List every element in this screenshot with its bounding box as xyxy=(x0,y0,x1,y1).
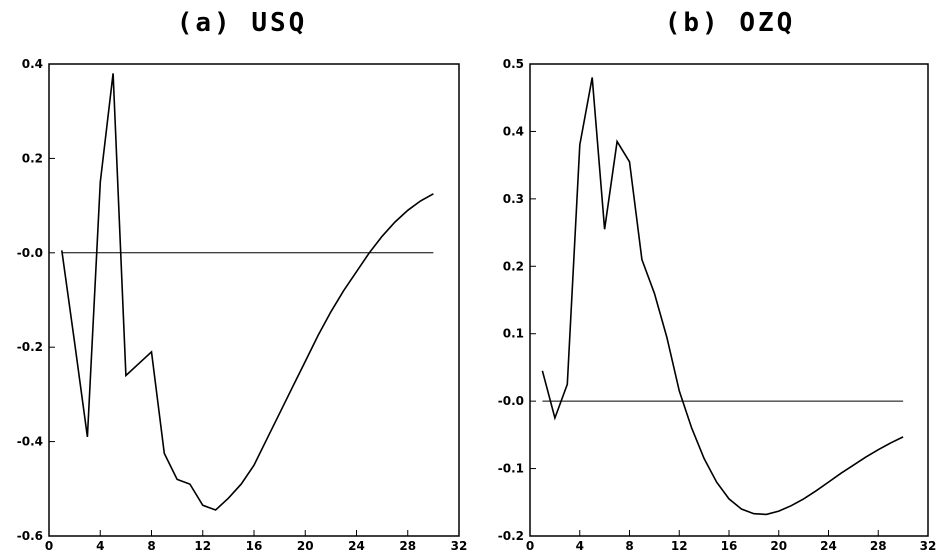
y-tick-label-ozq: 0.5 xyxy=(503,57,524,71)
x-tick-label-ozq: 4 xyxy=(576,539,584,552)
y-tick-label-usq: -0.4 xyxy=(17,435,43,449)
chart-title-usq: (a) USQ xyxy=(177,8,308,38)
y-tick-label-ozq: -0.1 xyxy=(498,462,524,476)
y-tick-label-ozq: -0.0 xyxy=(498,394,524,408)
series-line-ozq xyxy=(541,77,904,516)
x-tick-label-usq: 0 xyxy=(45,539,53,552)
x-tick-label-usq: 28 xyxy=(399,539,416,552)
plot-frame-ozq xyxy=(529,63,929,537)
chart-panel-usq: (a) USQ -0.6 -0.4 -0.2 -0.0 0.2 0.4 0 4 8 12 16 20 2… xyxy=(17,8,468,552)
y-tick-label-usq: 0.2 xyxy=(22,151,43,165)
axes-usq: -0.6 -0.4 -0.2 -0.0 0.2 0.4 0 4 8 12 16 20 24 28 32 xyxy=(17,57,468,552)
x-tick-label-ozq: 12 xyxy=(671,539,688,552)
y-tick-label-ozq: 0.4 xyxy=(503,124,524,138)
x-tick-label-usq: 16 xyxy=(246,539,263,552)
series-line-usq xyxy=(61,73,434,511)
x-tick-label-ozq: 16 xyxy=(721,539,738,552)
y-tick-label-ozq: 0.3 xyxy=(503,192,524,206)
x-tick-label-usq: 12 xyxy=(194,539,211,552)
chart-title-ozq: (b) OZQ xyxy=(665,8,796,38)
y-tick-label-usq: -0.0 xyxy=(17,246,43,260)
x-tick-label-ozq: 0 xyxy=(526,539,534,552)
chart-panel-ozq: (b) OZQ -0.2 -0.1 -0.0 0.1 0.2 0.3 0.4 0.5 0 4 8 12… xyxy=(498,8,937,552)
y-tick-label-usq: 0.4 xyxy=(22,57,43,71)
x-tick-label-usq: 20 xyxy=(297,539,314,552)
y-tick-label-ozq: 0.2 xyxy=(503,259,524,273)
x-tick-label-usq: 8 xyxy=(147,539,155,552)
x-tick-label-usq: 32 xyxy=(451,539,468,552)
y-tick-label-usq: -0.2 xyxy=(17,340,43,354)
x-tick-label-ozq: 28 xyxy=(870,539,887,552)
y-tick-label-ozq: -0.2 xyxy=(498,529,524,543)
x-tick-label-usq: 4 xyxy=(96,539,104,552)
x-tick-label-usq: 24 xyxy=(348,539,365,552)
y-tick-label-usq: -0.6 xyxy=(17,529,43,543)
x-tick-label-ozq: 20 xyxy=(770,539,787,552)
axes-ozq: -0.2 -0.1 -0.0 0.1 0.2 0.3 0.4 0.5 0 4 8 12 16 20 24 28… xyxy=(498,57,937,552)
x-tick-label-ozq: 32 xyxy=(920,539,937,552)
x-tick-label-ozq: 24 xyxy=(820,539,837,552)
y-tick-label-ozq: 0.1 xyxy=(503,327,524,341)
x-tick-label-ozq: 8 xyxy=(625,539,633,552)
